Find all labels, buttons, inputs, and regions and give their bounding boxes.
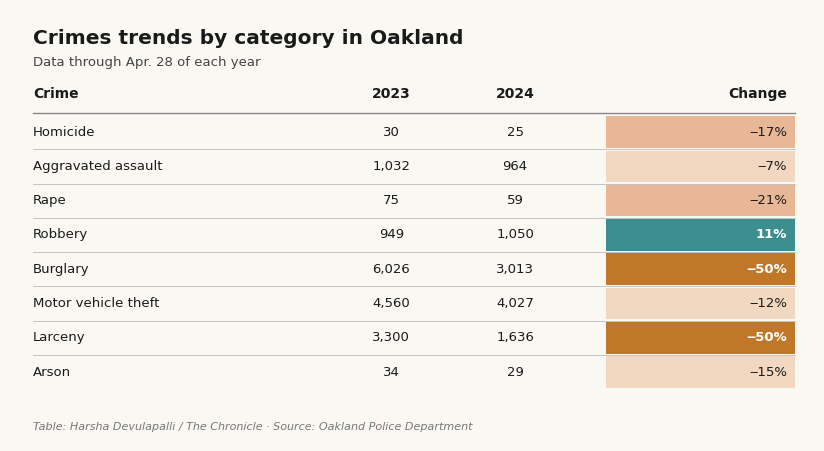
Text: 1,050: 1,050 xyxy=(496,229,534,241)
Text: ‒15%: ‒15% xyxy=(749,366,787,378)
Text: Larceny: Larceny xyxy=(33,331,86,344)
Text: Table: Harsha Devulapalli / The Chronicle · Source: Oakland Police Department: Table: Harsha Devulapalli / The Chronicl… xyxy=(33,422,472,432)
Text: Robbery: Robbery xyxy=(33,229,88,241)
Text: 25: 25 xyxy=(507,126,523,138)
Text: Data through Apr. 28 of each year: Data through Apr. 28 of each year xyxy=(33,56,260,69)
Text: ‒7%: ‒7% xyxy=(757,160,787,173)
Text: 3,300: 3,300 xyxy=(372,331,410,344)
Text: ‒21%: ‒21% xyxy=(749,194,787,207)
Text: ‒50%: ‒50% xyxy=(747,331,787,344)
Text: Change: Change xyxy=(728,87,787,101)
Text: Arson: Arson xyxy=(33,366,71,378)
Text: Homicide: Homicide xyxy=(33,126,96,138)
Text: 59: 59 xyxy=(507,194,523,207)
Text: 2024: 2024 xyxy=(495,87,535,101)
Text: 4,027: 4,027 xyxy=(496,297,534,310)
Text: 949: 949 xyxy=(379,229,404,241)
Text: ‒17%: ‒17% xyxy=(749,126,787,138)
Text: Crimes trends by category in Oakland: Crimes trends by category in Oakland xyxy=(33,29,463,48)
Text: 75: 75 xyxy=(383,194,400,207)
Text: 30: 30 xyxy=(383,126,400,138)
Text: 2023: 2023 xyxy=(372,87,411,101)
Text: 29: 29 xyxy=(507,366,523,378)
Text: Aggravated assault: Aggravated assault xyxy=(33,160,162,173)
Text: Burglary: Burglary xyxy=(33,263,90,276)
Text: 3,013: 3,013 xyxy=(496,263,534,276)
Text: 4,560: 4,560 xyxy=(372,297,410,310)
Text: Crime: Crime xyxy=(33,87,78,101)
Text: 11%: 11% xyxy=(756,229,787,241)
Text: ‒12%: ‒12% xyxy=(749,297,787,310)
Text: 34: 34 xyxy=(383,366,400,378)
Text: Motor vehicle theft: Motor vehicle theft xyxy=(33,297,159,310)
Text: 1,636: 1,636 xyxy=(496,331,534,344)
Text: 6,026: 6,026 xyxy=(372,263,410,276)
Text: Rape: Rape xyxy=(33,194,67,207)
Text: ‒50%: ‒50% xyxy=(747,263,787,276)
Text: 1,032: 1,032 xyxy=(372,160,410,173)
Text: 964: 964 xyxy=(503,160,527,173)
